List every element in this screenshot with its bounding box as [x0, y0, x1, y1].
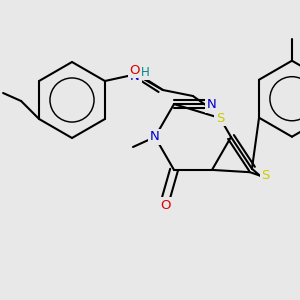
Text: N: N [130, 70, 140, 83]
Text: O: O [130, 64, 140, 76]
Text: S: S [216, 112, 224, 124]
Text: N: N [207, 98, 217, 111]
Text: H: H [140, 65, 149, 79]
Text: S: S [262, 169, 270, 182]
Text: O: O [161, 200, 171, 212]
Text: N: N [150, 130, 160, 143]
